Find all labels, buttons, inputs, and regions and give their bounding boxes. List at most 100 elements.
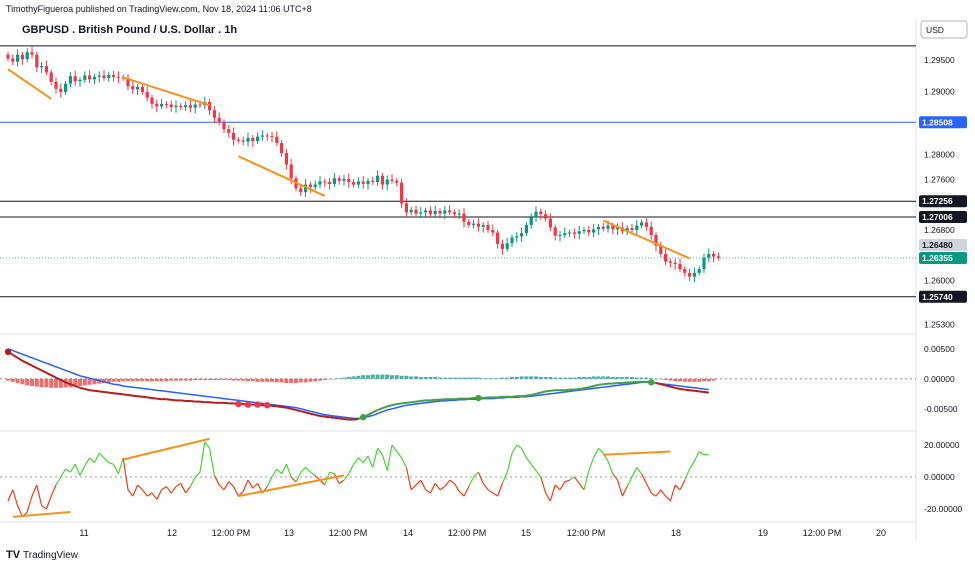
macd-histogram-bar [390,375,394,379]
oscillator-segment [367,456,374,468]
level-price-tag: 1.27006 [919,210,967,223]
candle [683,266,687,277]
price-tick-label: 1.27600 [924,175,955,185]
candle [140,82,144,95]
oscillator-segment [444,479,451,487]
macd-histogram-bar [241,378,246,381]
candle-body [510,237,514,244]
oscillator-segment [597,447,604,454]
macd-line-segment [603,382,609,386]
candle-body [126,78,130,87]
price-trendline-3[interactable] [602,219,691,260]
oscillator-segment [276,468,283,475]
macd-histogram-bar [44,378,49,388]
oscillator-segment [194,471,201,478]
candle-body [107,74,111,79]
macd-histogram-bar [174,378,178,381]
macd-line-segment [310,412,316,416]
currency-button[interactable]: USD [920,20,968,39]
candle [668,258,672,268]
macd-line-segment [31,364,38,369]
oscillator-segment [434,483,441,491]
macd-histogram-bar [596,376,601,379]
price-trendline-1[interactable] [122,76,210,107]
macd-tick-label: -0.00500 [924,404,958,414]
candle-body [232,132,236,140]
oscillator-segment [482,483,489,491]
macd-histogram-bar [212,378,217,380]
macd-histogram-bar [193,378,198,380]
macd-line-segment [372,409,379,414]
price-trendline-2[interactable] [237,155,326,197]
candle [702,253,706,273]
candle [174,100,178,113]
candle-body [654,235,658,246]
tradingview-logo[interactable]: TV TradingView [6,549,79,561]
oscillator-segment [674,484,681,491]
candle-body [270,136,274,138]
candle [587,225,591,237]
macd-line-segment [12,353,19,359]
oscillator-segment [65,468,71,473]
macd-cross-dot [235,400,242,408]
candle-body [25,52,29,60]
oscillator-trendline-0[interactable] [12,511,71,518]
oscillator-trendline-1[interactable] [122,437,210,461]
macd-histogram-bar [68,378,73,388]
candle [716,252,720,261]
candle-body [640,222,644,226]
candle-body [342,178,346,181]
macd-histogram-bar [438,377,442,379]
oscillator-segment [218,484,225,491]
candle-body [155,103,159,107]
macd-histogram-bar [54,378,58,388]
candle [88,70,92,84]
oscillator-segment [689,460,695,470]
oscillator-segment [151,492,158,500]
candle [697,266,701,276]
candle [97,71,101,83]
candle [337,175,341,185]
oscillator-segment [381,454,388,471]
macd-line-segment [108,391,114,395]
macd-line-segment [17,356,23,362]
time-tick-label: 12:00 PM [448,528,487,538]
oscillator-segment [50,484,57,497]
candle-body [313,184,317,188]
macd-line-segment [300,410,306,414]
macd-histogram-bar [399,375,404,379]
macd-line-segment [132,394,138,398]
macd-cross-dot [360,414,367,421]
candle-body [678,264,682,270]
oscillator-segment [636,467,643,475]
candle [68,72,72,88]
candle [131,80,135,95]
oscillator-segment [213,475,220,486]
macd-histogram-bar [145,378,150,382]
price-tick-label: 1.25300 [924,320,955,330]
oscillator-segment [521,448,527,459]
macd-histogram-bar [346,377,351,379]
candle [568,229,572,237]
candle [515,232,519,243]
candle [246,132,250,147]
oscillator-segment [669,484,676,502]
level-price-value: 1.27006 [922,212,953,222]
candle-body [356,181,360,185]
oscillator-segment [141,489,148,497]
candle [208,99,212,115]
macd-histogram-bar [30,378,34,386]
oscillator-segment [185,486,191,494]
price-trendline-0[interactable] [7,68,52,100]
candle [476,218,480,232]
candle-body [409,209,413,213]
oscillator-segment [401,457,407,468]
oscillator-trendline-3[interactable] [603,450,671,456]
macd-histogram-bar [202,378,207,380]
oscillator-segment [329,471,335,475]
candle [184,101,188,111]
macd-histogram-bar [375,374,380,379]
oscillator-trendline-2[interactable] [238,474,345,498]
candle-body [284,153,288,165]
candle-body [611,225,615,230]
